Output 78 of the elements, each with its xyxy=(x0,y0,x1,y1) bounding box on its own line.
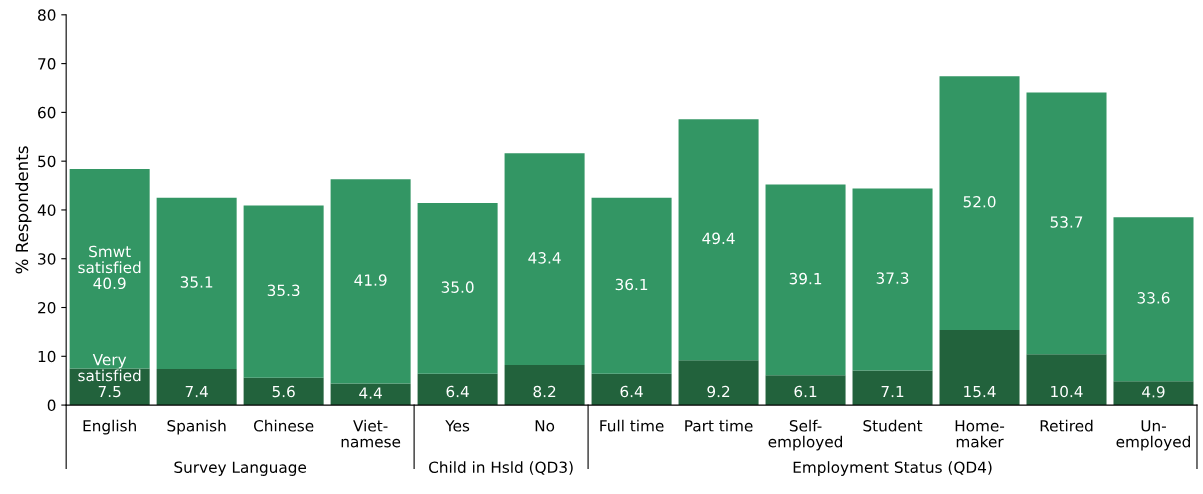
data-label: 35.1 xyxy=(180,276,213,288)
bar xyxy=(156,197,237,369)
data-label: 7.4 xyxy=(185,385,208,398)
data-label: 33.6 xyxy=(1137,292,1170,304)
y-tick-label: 70 xyxy=(38,58,56,70)
data-label: 4.4 xyxy=(359,387,382,399)
bar xyxy=(939,329,1020,406)
bar xyxy=(765,375,846,406)
y-tick-label: 50 xyxy=(38,155,56,168)
bar xyxy=(1026,354,1107,406)
x-tick-label: Spanish xyxy=(167,419,226,435)
data-label: 35.3 xyxy=(267,284,300,297)
x-tick-label: Un- employed xyxy=(1116,420,1190,451)
bar xyxy=(417,373,498,406)
bar xyxy=(1113,381,1194,406)
x-tick-label: No xyxy=(535,420,555,432)
y-tick-label: 60 xyxy=(38,106,56,119)
data-label: 7.1 xyxy=(881,385,904,398)
text: Employment Status (QD4) xyxy=(793,461,992,476)
bar xyxy=(330,179,411,384)
bar xyxy=(591,373,672,406)
bar xyxy=(1026,92,1107,355)
data-label: 15.4 xyxy=(964,385,996,398)
data-label: 6.1 xyxy=(794,385,817,398)
data-label: 35.0 xyxy=(441,281,474,293)
bar xyxy=(504,365,585,406)
data-label: 53.7 xyxy=(1050,216,1083,228)
data-label: 6.4 xyxy=(446,385,469,398)
data-label: 4.9 xyxy=(1142,386,1165,398)
y-axis-title: % Respondents xyxy=(15,146,32,274)
bar xyxy=(69,168,150,369)
y-tick-label: 10 xyxy=(38,350,56,363)
data-label: 10.4 xyxy=(1051,385,1083,398)
series-label: Very satisfied xyxy=(78,353,141,382)
series-label: Smwt satisfied xyxy=(78,245,141,274)
text: Child in Hsld (QD3) xyxy=(429,461,573,475)
data-label: 9.2 xyxy=(707,385,730,398)
y-tick-label: 20 xyxy=(38,301,56,314)
x-tick-label: Viet- namese xyxy=(341,419,401,448)
x-tick-label: Retired xyxy=(1040,419,1093,432)
x-tick-label: Full time xyxy=(600,419,664,432)
x-tick-label: Home- maker xyxy=(955,420,1005,448)
data-label: 37.3 xyxy=(876,272,909,284)
bar xyxy=(591,197,672,374)
text: Survey Language xyxy=(174,461,307,476)
x-tick-label: Part time xyxy=(685,419,753,432)
bar xyxy=(504,153,585,366)
data-label: 40.9 xyxy=(93,277,126,290)
bar xyxy=(678,360,759,406)
y-tick-label: 40 xyxy=(37,204,56,216)
bar xyxy=(678,119,759,361)
data-label: 41.9 xyxy=(354,274,387,286)
bar xyxy=(939,76,1020,330)
bar xyxy=(852,188,933,371)
x-tick-label: Self- employed xyxy=(768,419,843,451)
data-label: 8.2 xyxy=(533,385,556,398)
x-tick-label: Student xyxy=(863,419,923,432)
bar xyxy=(156,368,237,406)
bar xyxy=(1113,217,1194,382)
y-tick-label: 30 xyxy=(38,253,56,265)
bar xyxy=(852,370,933,406)
data-label: 43.4 xyxy=(528,252,561,264)
data-label: 5.6 xyxy=(272,385,295,398)
bar xyxy=(243,205,324,378)
x-tick-label: Yes xyxy=(445,420,470,432)
x-tick-label: English xyxy=(83,419,136,435)
bar xyxy=(765,184,846,376)
data-label: 6.4 xyxy=(620,385,643,398)
y-tick-label: 0 xyxy=(47,399,56,412)
bar xyxy=(417,203,498,374)
y-tick-label: 80 xyxy=(38,9,56,21)
x-tick-label: Chinese xyxy=(253,419,314,432)
data-label: 36.1 xyxy=(615,278,648,291)
data-label: 7.5 xyxy=(98,385,121,398)
bar xyxy=(243,377,324,406)
data-label: 39.1 xyxy=(789,272,822,285)
data-label: 52.0 xyxy=(963,196,996,208)
data-label: 49.4 xyxy=(702,232,735,245)
